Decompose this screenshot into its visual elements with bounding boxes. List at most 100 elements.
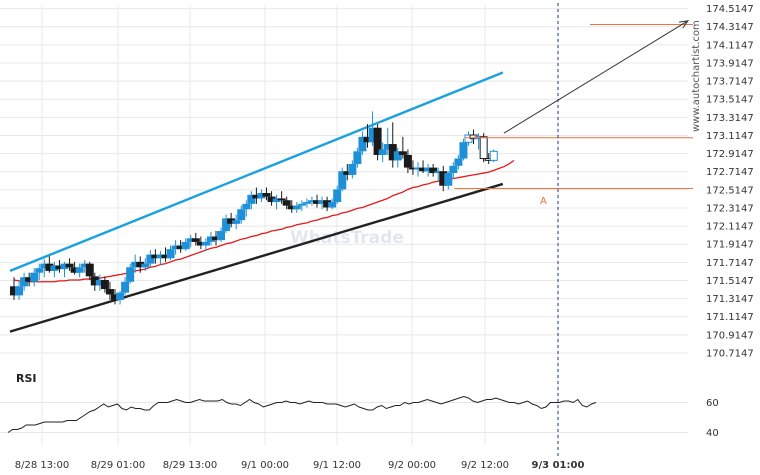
- y-tick-label: 172.1147: [706, 222, 754, 233]
- levels: A: [454, 20, 693, 207]
- x-tick-label: 9/2 00:00: [388, 460, 436, 471]
- x-axis: 8/28 13:00 8/29 01:00 8/29 13:00 9/1 00:00 9…: [15, 3, 584, 471]
- candle-body: [126, 267, 135, 282]
- y-tick-label: 173.1147: [706, 131, 754, 142]
- candle-body: [393, 151, 402, 161]
- candle-body: [459, 142, 468, 159]
- candle-body: [368, 127, 377, 143]
- x-tick-label: 9/2 12:00: [461, 460, 509, 471]
- x-tick-label: 8/29 01:00: [91, 460, 145, 471]
- candle-body: [222, 218, 231, 232]
- ema-line: [13, 159, 515, 283]
- candle-body: [191, 238, 200, 242]
- candle-body: [262, 192, 271, 197]
- candle-body: [348, 163, 357, 175]
- candle-body: [60, 263, 69, 270]
- y-tick-label: 173.3147: [706, 113, 754, 124]
- candle-body: [201, 241, 210, 246]
- candle-body: [388, 144, 397, 161]
- candle-body: [35, 268, 44, 273]
- x-tick-label: 8/29 13:00: [163, 460, 217, 471]
- candle-body: [449, 165, 458, 174]
- x-tick-label: 9/1 12:00: [313, 460, 361, 471]
- candle-body: [282, 200, 291, 206]
- candle-body: [232, 220, 241, 224]
- candle-body: [20, 277, 29, 287]
- x-tick-label: 8/28 13:00: [15, 460, 69, 471]
- candle-body: [111, 294, 119, 300]
- candle-body: [292, 205, 301, 210]
- projection-arrow: [503, 20, 689, 134]
- candle-body: [328, 202, 337, 208]
- candle-body: [408, 167, 417, 170]
- y-tick-label: 173.7147: [706, 77, 754, 88]
- y-axis: 174.5147 174.3147 174.1147 173.9147 173.7147…: [706, 4, 754, 359]
- candle-body: [358, 136, 367, 152]
- y-tick-label: 172.3147: [706, 203, 754, 214]
- candle-body: [176, 245, 185, 250]
- candle-body: [141, 263, 150, 268]
- lower-channel-line: [9, 182, 504, 333]
- candle-body: [434, 171, 443, 174]
- candle-body: [186, 238, 195, 242]
- brand-watermark: www.autochartist.com: [691, 20, 702, 132]
- candle-body: [403, 154, 412, 168]
- candle-body: [105, 289, 114, 295]
- candle-body: [439, 171, 448, 186]
- candle-body: [40, 263, 49, 269]
- candle-body: [227, 218, 236, 224]
- candle-body: [90, 276, 99, 286]
- candle-body: [323, 200, 332, 208]
- candle-body: [338, 171, 347, 190]
- candle-body: [257, 192, 266, 199]
- y-tick-label: 172.7147: [706, 167, 754, 178]
- candle-body: [151, 254, 160, 259]
- candle-body: [212, 236, 220, 241]
- candle-body: [267, 196, 276, 203]
- y-tick-label: 171.3147: [706, 294, 754, 305]
- candle-body: [30, 272, 39, 282]
- candle-body: [181, 241, 190, 250]
- candle-body: [116, 292, 125, 300]
- candle-body: [277, 198, 286, 201]
- candle-body: [398, 151, 407, 155]
- upper-channel-line: [9, 71, 504, 273]
- candle-body: [121, 281, 130, 293]
- rsi-label: RSI: [16, 372, 37, 385]
- y-tick-label: 170.7147: [706, 348, 754, 359]
- candle-body: [95, 279, 104, 286]
- y-tick-label: 174.5147: [706, 4, 754, 15]
- candle-body: [131, 261, 140, 268]
- candle-body: [252, 194, 261, 199]
- candle-body: [419, 167, 428, 172]
- candle-body: [55, 265, 64, 270]
- y-tick-label: 174.3147: [706, 22, 754, 33]
- ema-line: [13, 159, 515, 283]
- y-tick-label: 171.9147: [706, 240, 754, 251]
- candle-body: [65, 263, 74, 268]
- watermark: WhatsTrade: [290, 228, 404, 248]
- candle-body: [146, 254, 155, 264]
- candle-body: [242, 203, 251, 210]
- candle-body: [414, 167, 422, 170]
- arrow-head: [679, 20, 690, 29]
- candle-body: [424, 167, 433, 172]
- y-tick-label: 172.5147: [706, 185, 754, 196]
- y-tick-label: 171.7147: [706, 258, 754, 269]
- candle-body: [70, 267, 79, 273]
- candle-body: [196, 241, 205, 246]
- candle-body: [25, 277, 34, 282]
- y-tick-label: 171.1147: [706, 312, 754, 323]
- grid: [0, 5, 688, 445]
- candle-body: [217, 231, 226, 241]
- candle-body: [85, 263, 94, 277]
- candle-body: [161, 254, 170, 259]
- y-tick-label: 174.1147: [706, 40, 754, 51]
- candle-body: [479, 136, 488, 160]
- candle-body: [287, 205, 296, 210]
- candle-body: [373, 127, 382, 155]
- candle-body: [247, 194, 256, 204]
- rsi-tick-label: 60: [706, 398, 719, 409]
- candle-body: [378, 149, 387, 155]
